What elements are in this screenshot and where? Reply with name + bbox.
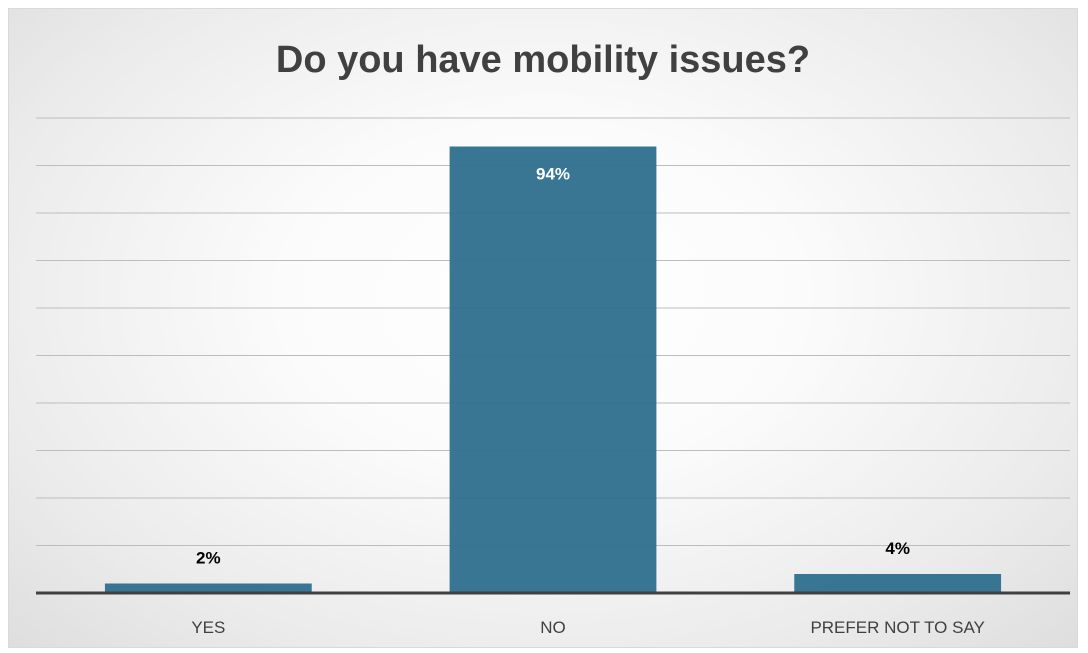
category-label: PREFER NOT TO SAY — [810, 618, 984, 637]
bar-prefer-not-to-say — [794, 574, 1002, 593]
data-label: 94% — [536, 165, 570, 184]
data-labels: 2% 94% 4% — [196, 165, 910, 568]
category-axis: YES NO PREFER NOT TO SAY — [191, 618, 985, 637]
category-label: NO — [540, 618, 566, 637]
bars — [104, 146, 1002, 593]
category-label: YES — [191, 618, 225, 637]
data-label: 4% — [885, 539, 910, 558]
chart-title: Do you have mobility issues? — [275, 39, 811, 81]
data-label: 2% — [196, 549, 221, 568]
bar-no — [449, 146, 657, 593]
bar-yes — [104, 583, 312, 593]
